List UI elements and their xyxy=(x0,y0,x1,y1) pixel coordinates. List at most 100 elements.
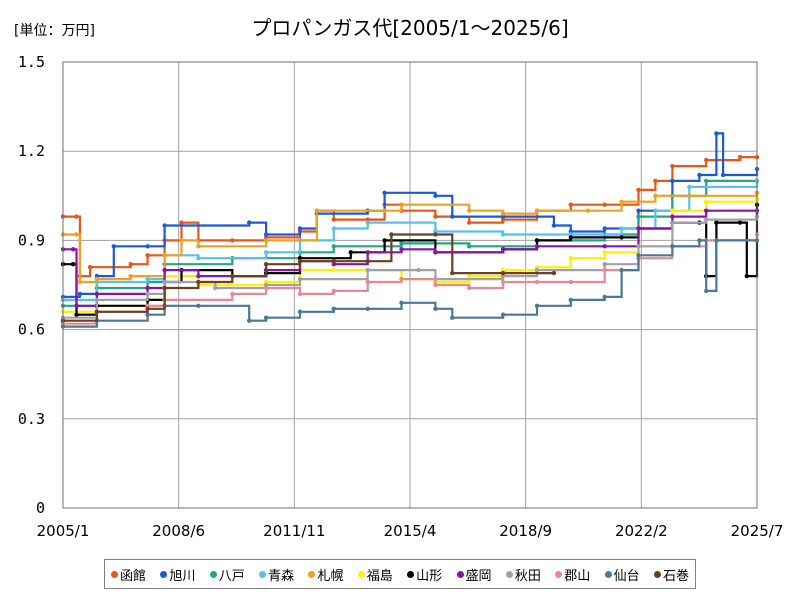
data-point xyxy=(568,279,573,285)
data-point xyxy=(670,220,675,225)
data-point xyxy=(399,202,404,207)
legend-label: 札幌 xyxy=(317,568,344,584)
legend-item: 山形 xyxy=(407,565,442,584)
data-point xyxy=(636,214,641,219)
legend-item: 秋田 xyxy=(505,565,541,584)
data-point xyxy=(670,208,675,213)
data-point xyxy=(162,279,167,285)
legend-label: 郡山 xyxy=(564,568,591,584)
data-point xyxy=(247,220,252,225)
y-tick-label: 0 xyxy=(36,499,45,517)
legend-marker xyxy=(259,570,267,578)
data-point xyxy=(213,285,218,291)
data-point xyxy=(331,306,336,311)
data-point xyxy=(230,238,235,243)
data-point xyxy=(399,300,404,305)
data-point xyxy=(314,208,320,213)
data-point xyxy=(128,273,133,279)
data-point xyxy=(145,285,150,291)
data-point xyxy=(331,217,336,222)
data-point xyxy=(704,157,709,163)
data-point xyxy=(297,226,303,231)
data-point xyxy=(331,244,336,249)
data-point xyxy=(602,226,607,231)
legend-marker xyxy=(357,570,365,578)
legend-item: 青森 xyxy=(259,565,294,584)
x-tick-label: 2015/4 xyxy=(384,522,437,540)
data-point xyxy=(365,250,370,255)
data-point xyxy=(145,244,150,249)
data-point xyxy=(534,303,540,308)
legend-label: 函館 xyxy=(120,568,147,584)
data-point xyxy=(399,247,404,252)
data-point xyxy=(145,253,150,258)
series-line xyxy=(63,132,759,298)
data-point xyxy=(263,232,269,237)
series-layer xyxy=(60,131,760,329)
data-point xyxy=(263,250,269,255)
data-point xyxy=(450,315,455,320)
series-石巻 xyxy=(60,232,557,323)
data-point xyxy=(399,241,404,246)
data-point xyxy=(179,238,184,243)
data-point xyxy=(94,291,100,297)
y-tick-label: 0.9 xyxy=(18,231,45,249)
legend-label: 八戸 xyxy=(218,568,245,584)
data-point xyxy=(230,273,235,279)
data-point xyxy=(145,306,150,311)
data-point xyxy=(714,220,719,225)
data-point xyxy=(196,273,201,279)
data-point xyxy=(653,193,658,198)
legend-marker xyxy=(555,570,563,578)
legend-label: 盛岡 xyxy=(465,568,492,584)
data-point xyxy=(744,273,749,279)
data-point xyxy=(467,208,472,213)
data-point xyxy=(74,312,79,317)
data-point xyxy=(619,267,624,273)
data-point xyxy=(399,276,404,282)
data-point xyxy=(653,178,658,184)
legend-label: 仙台 xyxy=(613,568,640,584)
data-point xyxy=(247,318,252,323)
data-point xyxy=(297,309,303,314)
data-point xyxy=(636,187,641,193)
data-point xyxy=(196,303,201,308)
data-point xyxy=(94,309,100,314)
data-point xyxy=(534,208,540,213)
data-point xyxy=(77,279,83,285)
legend-marker xyxy=(308,570,316,578)
legend-item: 福島 xyxy=(357,565,393,584)
data-point xyxy=(687,184,692,190)
legend-marker xyxy=(160,570,168,578)
data-point xyxy=(297,291,303,297)
data-point xyxy=(500,247,506,252)
data-point xyxy=(704,199,709,204)
data-point xyxy=(636,208,641,213)
data-point xyxy=(619,199,624,204)
data-point xyxy=(534,244,540,249)
data-point xyxy=(382,190,387,195)
legend-marker xyxy=(456,570,464,578)
data-point xyxy=(670,214,675,219)
data-point xyxy=(585,208,590,213)
x-tick-label: 2005/1 xyxy=(37,522,90,540)
legend-item: 郡山 xyxy=(555,565,590,584)
data-point xyxy=(568,256,573,261)
data-point xyxy=(94,276,100,282)
unit-label: [単位：万円] xyxy=(14,23,95,39)
data-point xyxy=(704,217,709,222)
x-tick-label: 2008/6 xyxy=(152,522,205,540)
x-tick-label: 2018/9 xyxy=(499,522,552,540)
data-point xyxy=(500,232,506,237)
chart-title: プロパンガス代[2005/1～2025/6] xyxy=(251,16,569,40)
legend-label: 福島 xyxy=(366,568,393,584)
legend-marker xyxy=(653,570,661,578)
legend-item: 盛岡 xyxy=(456,565,492,584)
x-tick-label: 2022/2 xyxy=(615,522,668,540)
data-point xyxy=(450,214,455,219)
data-point xyxy=(602,250,607,255)
series-line xyxy=(63,156,757,278)
data-point xyxy=(433,282,438,288)
data-point xyxy=(500,270,506,276)
